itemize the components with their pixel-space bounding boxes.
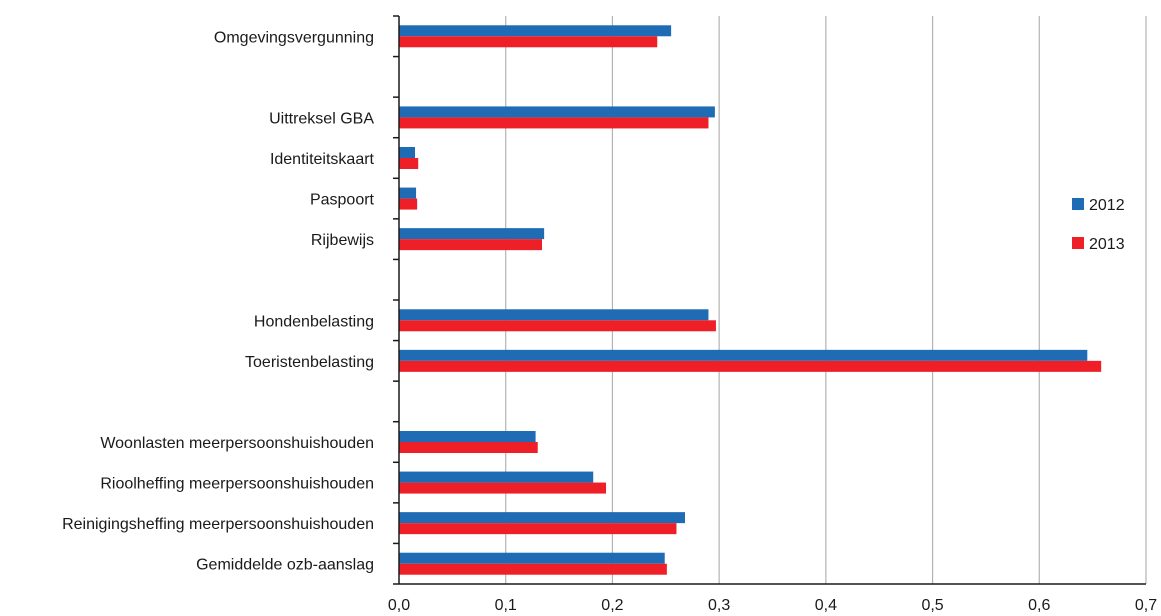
- bar-2013: [399, 360, 1102, 372]
- x-tick-label: 0,5: [921, 597, 943, 614]
- bar-2013: [399, 482, 607, 494]
- category-label: Uittreksel GBA: [269, 110, 374, 127]
- category-label: Woonlasten meerpersoonshuishouden: [100, 435, 374, 452]
- bar-2012: [399, 471, 594, 483]
- category-label: Paspoort: [310, 192, 375, 209]
- category-label: Toeristenbelasting: [245, 354, 374, 371]
- bar-2012: [399, 228, 545, 240]
- bar-2013: [399, 442, 538, 453]
- legend: 2012 2013: [1072, 197, 1125, 253]
- category-label: Rioolheffing meerpersoonshuishouden: [100, 476, 374, 493]
- bar-2012: [399, 147, 416, 158]
- bar-2013: [399, 320, 716, 332]
- x-tick-label: 0,6: [1028, 597, 1050, 614]
- x-tick-label: 0,0: [388, 597, 410, 614]
- bar-2012: [399, 552, 665, 564]
- bar-2012: [399, 25, 672, 37]
- grid-lines: [505, 16, 1147, 584]
- legend-swatch: [1072, 198, 1084, 210]
- x-tick-label: 0,1: [495, 597, 517, 614]
- legend-label: 2012: [1089, 197, 1125, 214]
- bar-2012: [399, 309, 709, 321]
- bar-2013: [399, 563, 667, 575]
- bar-2013: [399, 198, 418, 210]
- bar-2013: [399, 239, 542, 251]
- bar-2013: [399, 158, 419, 169]
- bar-2013: [399, 36, 658, 48]
- bar-2012: [399, 431, 536, 442]
- legend-label: 2013: [1089, 236, 1125, 253]
- bar-2012: [399, 106, 715, 118]
- x-tick-label: 0,3: [708, 597, 730, 614]
- bar-2013: [399, 117, 709, 129]
- x-tick-label: 0,2: [601, 597, 623, 614]
- category-label: Rijbewijs: [311, 232, 374, 249]
- axes: [393, 15, 1146, 585]
- x-tick-labels: 0,0 0,1 0,2 0,3 0,4 0,5 0,6 0,7: [388, 597, 1157, 614]
- category-label: Reinigingsheffing meerpersoonshuishouden: [62, 516, 374, 533]
- category-label: Identiteitskaart: [270, 151, 375, 168]
- bars-group: [399, 25, 1102, 575]
- x-tick-label: 0,7: [1135, 597, 1157, 614]
- legend-swatch: [1072, 237, 1084, 249]
- x-tick-label: 0,4: [815, 597, 837, 614]
- category-label: Hondenbelasting: [254, 313, 374, 330]
- bar-2012: [399, 349, 1088, 361]
- bar-2012: [399, 512, 685, 524]
- category-label: Omgevingsvergunning: [214, 29, 374, 46]
- category-labels: Omgevingsvergunning Uittreksel GBA Identit…: [62, 29, 374, 573]
- bar-2012: [399, 187, 417, 199]
- bar-2013: [399, 523, 677, 535]
- category-label: Gemiddelde ozb-aanslag: [196, 557, 374, 574]
